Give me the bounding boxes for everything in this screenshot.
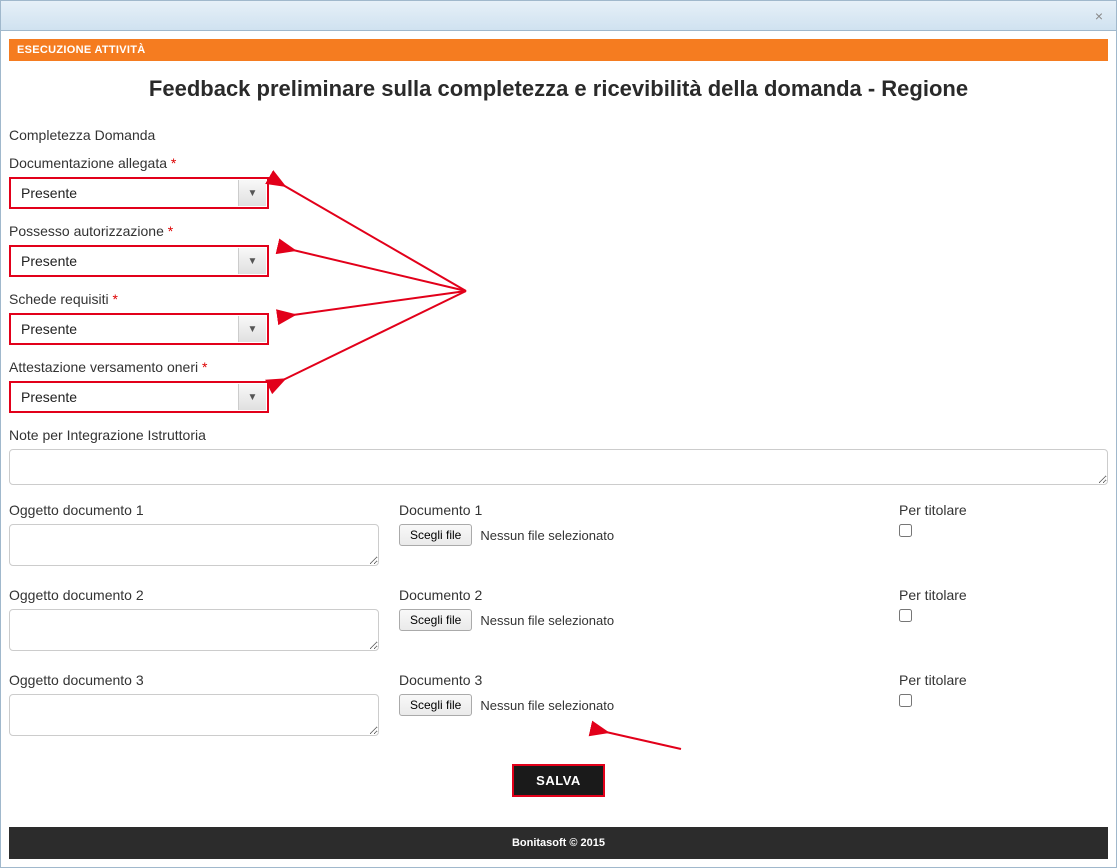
save-button[interactable]: SALVA: [512, 764, 605, 797]
select-schede[interactable]: Presente ▼: [9, 313, 269, 345]
select-value: Presente: [11, 185, 237, 201]
label-attestazione: Attestazione versamento oneri *: [9, 359, 1108, 375]
footer: Bonitasoft © 2015: [9, 827, 1108, 859]
oggetto-3-input[interactable]: [9, 694, 379, 736]
label-per-titolare-3: Per titolare: [899, 672, 1108, 688]
label-documento-2: Documento 2: [399, 587, 879, 603]
label-per-titolare-1: Per titolare: [899, 502, 1108, 518]
label-documento-1: Documento 1: [399, 502, 879, 518]
documents-grid: Oggetto documento 1 Documento 1 Scegli f…: [9, 502, 1108, 739]
close-icon[interactable]: ×: [1090, 7, 1108, 25]
select-value: Presente: [11, 253, 237, 269]
chevron-down-icon: ▼: [238, 248, 266, 274]
label-documentazione: Documentazione allegata *: [9, 155, 1108, 171]
chevron-down-icon: ▼: [238, 316, 266, 342]
label-schede: Schede requisiti *: [9, 291, 1108, 307]
per-titolare-3-checkbox[interactable]: [899, 694, 912, 707]
file-status-3: Nessun file selezionato: [480, 698, 614, 713]
titlebar: ×: [1, 1, 1116, 31]
content-area: ESECUZIONE ATTIVITÀ Feedback preliminare…: [1, 31, 1116, 867]
file-status-1: Nessun file selezionato: [480, 528, 614, 543]
per-titolare-1-checkbox[interactable]: [899, 524, 912, 537]
select-possesso[interactable]: Presente ▼: [9, 245, 269, 277]
file-status-2: Nessun file selezionato: [480, 613, 614, 628]
note-textarea[interactable]: [9, 449, 1108, 485]
select-value: Presente: [11, 321, 237, 337]
oggetto-2-input[interactable]: [9, 609, 379, 651]
chevron-down-icon: ▼: [238, 180, 266, 206]
window-frame: × ESECUZIONE ATTIVITÀ Feedback prelimina…: [0, 0, 1117, 868]
panel-header: ESECUZIONE ATTIVITÀ: [9, 39, 1108, 61]
select-documentazione[interactable]: Presente ▼: [9, 177, 269, 209]
label-documento-3: Documento 3: [399, 672, 879, 688]
chevron-down-icon: ▼: [238, 384, 266, 410]
choose-file-3-button[interactable]: Scegli file: [399, 694, 472, 716]
label-per-titolare-2: Per titolare: [899, 587, 1108, 603]
oggetto-1-input[interactable]: [9, 524, 379, 566]
section-label: Completezza Domanda: [9, 127, 1108, 143]
label-oggetto-2: Oggetto documento 2: [9, 587, 379, 603]
choose-file-2-button[interactable]: Scegli file: [399, 609, 472, 631]
per-titolare-2-checkbox[interactable]: [899, 609, 912, 622]
label-possesso: Possesso autorizzazione *: [9, 223, 1108, 239]
label-note: Note per Integrazione Istruttoria: [9, 427, 1108, 443]
page-title: Feedback preliminare sulla completezza e…: [9, 61, 1108, 127]
choose-file-1-button[interactable]: Scegli file: [399, 524, 472, 546]
select-attestazione[interactable]: Presente ▼: [9, 381, 269, 413]
label-oggetto-3: Oggetto documento 3: [9, 672, 379, 688]
select-value: Presente: [11, 389, 237, 405]
label-oggetto-1: Oggetto documento 1: [9, 502, 379, 518]
